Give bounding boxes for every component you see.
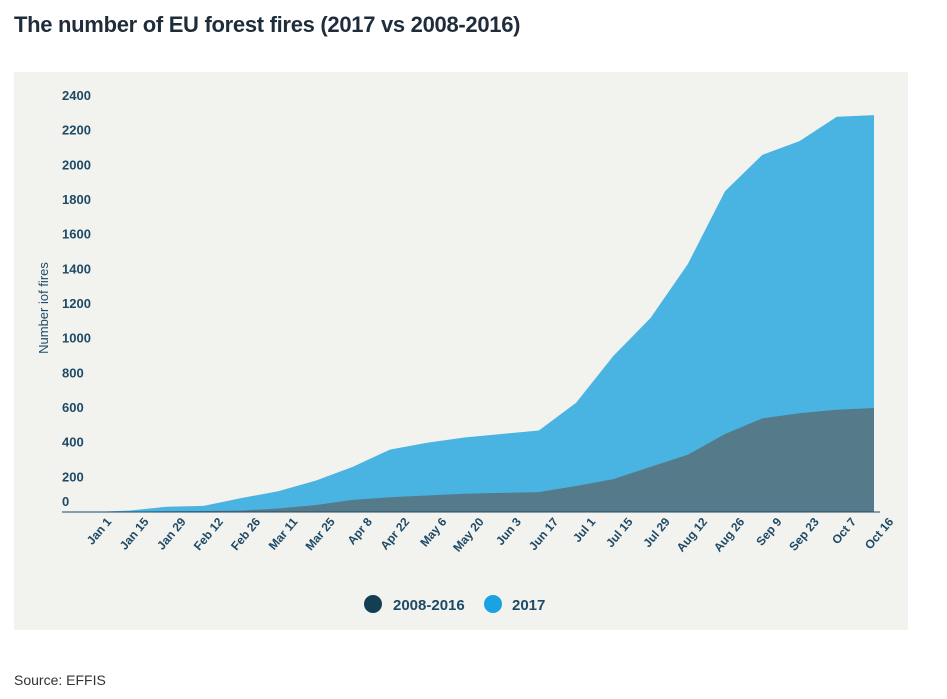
area-series-2017 — [92, 115, 874, 512]
y-tick-label: 2400 — [62, 88, 91, 103]
y-tick-label: 800 — [62, 365, 84, 380]
legend-label: 2008-2016 — [393, 597, 465, 614]
x-tick-label: Oct 7 — [829, 515, 859, 547]
y-tick-label: 1800 — [62, 192, 91, 207]
y-tick-label: 2200 — [62, 123, 91, 138]
y-axis-label: Number iof fires — [36, 262, 51, 354]
y-tick-label: 1400 — [62, 261, 91, 276]
x-tick-label: May 6 — [417, 515, 449, 550]
y-tick-label: 400 — [62, 435, 84, 450]
y-tick-label: 0 — [62, 494, 69, 509]
x-tick-label: Aug 12 — [674, 515, 711, 555]
x-tick-label: Feb 26 — [228, 515, 263, 553]
legend-swatch — [484, 595, 502, 613]
y-tick-label: 600 — [62, 400, 84, 415]
y-tick-label: 200 — [62, 469, 84, 484]
x-tick-label: Jul 29 — [640, 515, 673, 550]
legend-label: 2017 — [512, 597, 545, 614]
x-tick-label: Apr 8 — [345, 515, 376, 548]
area-series-2008-2016 — [92, 408, 874, 512]
area-layer — [92, 115, 874, 512]
y-tick-label: 1600 — [62, 227, 91, 242]
x-tick-label: May 20 — [450, 515, 487, 555]
y-tick-label: 2000 — [62, 157, 91, 172]
y-tick-labels: 0 200 400 600 800 1000 1200 1400 1600 1800 2000 220… — [62, 88, 91, 509]
x-tick-label: Jul 15 — [603, 515, 636, 550]
x-tick-label: Mar 25 — [303, 515, 338, 553]
y-tick-label: 1000 — [62, 331, 91, 346]
x-tick-label: Jul 1 — [570, 515, 599, 545]
x-tick-label: Feb 12 — [191, 515, 226, 553]
legend-swatch — [364, 595, 382, 613]
x-tick-label: Jun 3 — [493, 515, 524, 548]
x-tick-label: Sep 9 — [753, 515, 785, 549]
x-tick-label: Jun 17 — [526, 515, 561, 553]
x-tick-label: Sep 23 — [786, 515, 822, 554]
y-tick-label: 1200 — [62, 296, 91, 311]
x-tick-label: Jan 29 — [154, 515, 189, 553]
source-note: Source: EFFIS — [14, 672, 106, 688]
x-tick-label: Oct 16 — [862, 515, 897, 552]
x-tick-label: Mar 11 — [266, 515, 301, 553]
x-tick-label: Apr 22 — [377, 515, 412, 553]
legend: 2008-2016 2017 — [364, 595, 545, 614]
chart-title: The number of EU forest fires (2017 vs 2… — [14, 12, 521, 37]
x-tick-label: Aug 26 — [711, 515, 748, 555]
x-tick-label: Jan 15 — [117, 515, 152, 553]
x-tick-labels: Jan 1 Jan 15 Jan 29 Feb 12 Feb 26 Mar 11 Mar 2… — [84, 515, 897, 555]
x-tick-label: Jan 1 — [84, 515, 115, 548]
